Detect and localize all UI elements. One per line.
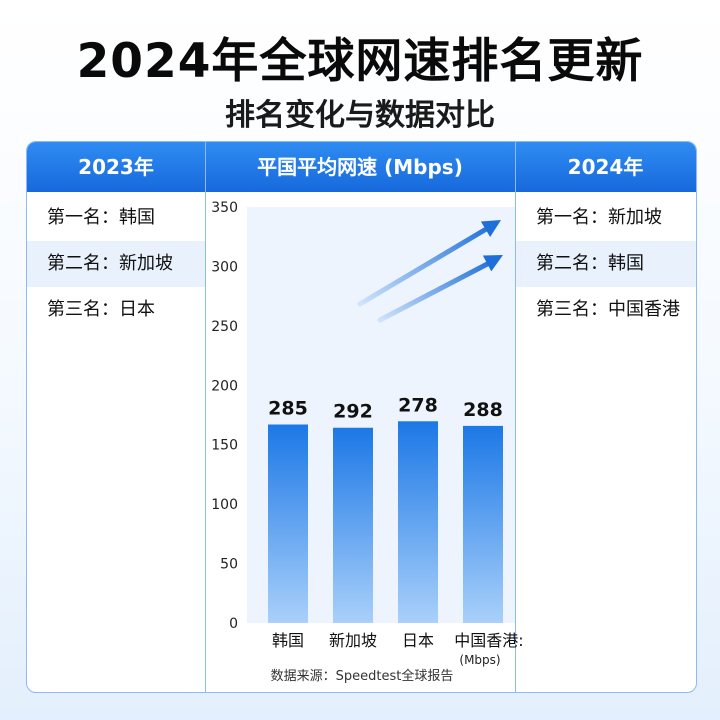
rank-2023-second: 第二名：新加坡 bbox=[27, 241, 205, 287]
header-2023: 2023年 bbox=[78, 155, 154, 179]
rank-2024-second: 第二名：韩国 bbox=[516, 241, 696, 287]
rank-2024-third: 第三名：中国香港 bbox=[536, 299, 680, 320]
table-header: 2023年 平国平均网速 (Mbps) 2024年 bbox=[27, 142, 696, 192]
page-title: 2024年全球网速排名更新 bbox=[76, 34, 644, 89]
rank-2023-first: 第一名：韩国 bbox=[47, 207, 155, 228]
rank-2024-first: 第一名：新加坡 bbox=[536, 207, 662, 228]
column-divider-left bbox=[205, 142, 206, 692]
header-2024: 2024年 bbox=[567, 155, 644, 179]
column-divider-right bbox=[515, 142, 516, 692]
rank-2023-third: 第三名：日本 bbox=[47, 299, 155, 320]
comparison-panel: 2023年 平国平均网速 (Mbps) 2024年 第一名：韩国 第二名：新加坡… bbox=[26, 141, 697, 693]
header-speed: 平国平均网速 (Mbps) bbox=[257, 155, 463, 179]
page-subtitle: 排名变化与数据对比 bbox=[225, 98, 495, 133]
